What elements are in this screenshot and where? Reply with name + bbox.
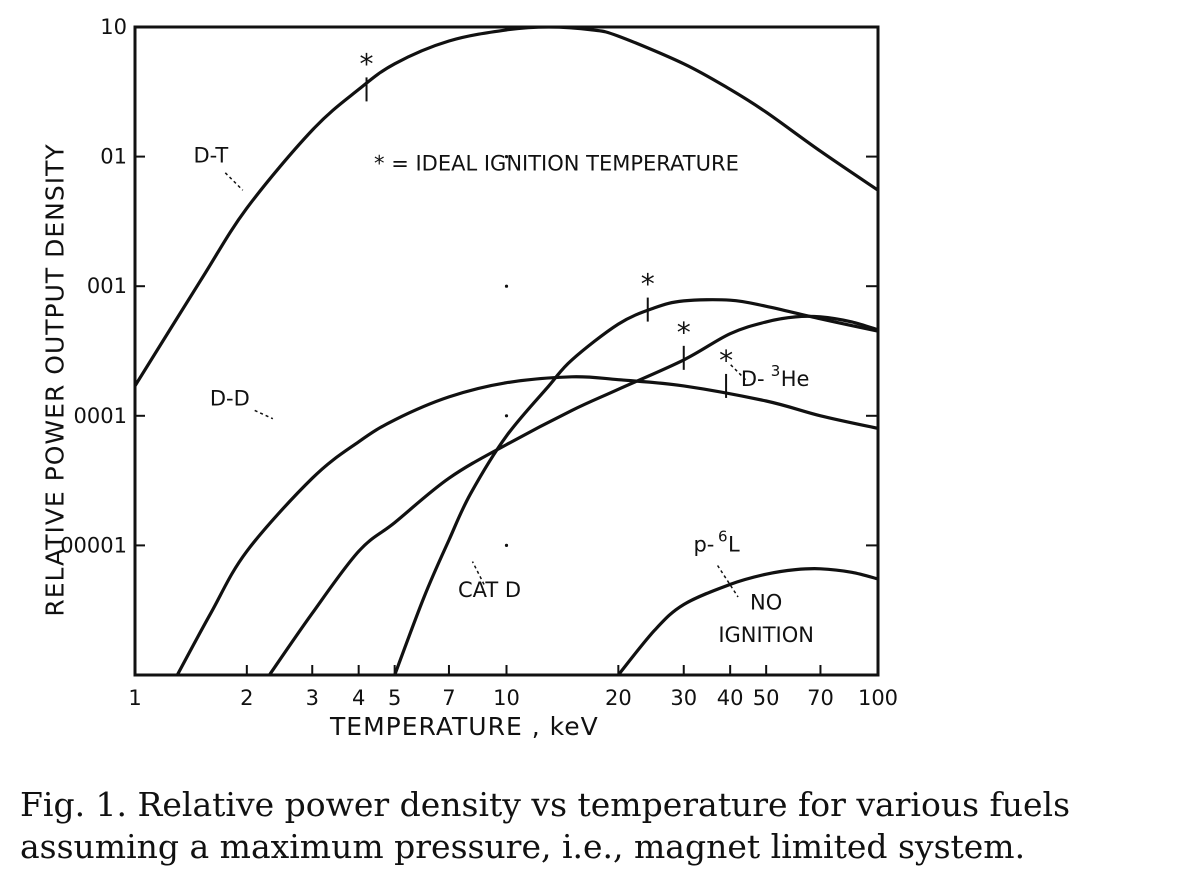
series-label: p- <box>693 532 714 556</box>
x-tick-label: 30 <box>670 686 697 710</box>
series-line-p-6li <box>617 567 878 675</box>
x-tick-label: 70 <box>807 686 834 710</box>
series-label: D- <box>741 367 765 391</box>
series-label: D-D <box>210 387 250 411</box>
label-he: He <box>781 367 810 391</box>
ignition-star: * <box>719 344 733 377</box>
series-label: D-T <box>194 144 229 168</box>
x-tick-label: 50 <box>753 686 780 710</box>
superscript-3: 3 <box>771 362 781 380</box>
series-line-d-t <box>135 27 878 387</box>
ignition-star: * <box>360 47 374 80</box>
caption-line-1: Fig. 1. Relative power density vs temper… <box>20 785 1071 824</box>
label-leader <box>729 363 747 381</box>
series-label: CAT D <box>458 578 521 602</box>
series-line-d-3he <box>268 314 878 675</box>
series-line-d-d <box>175 375 878 675</box>
y-tick-label: 00001 <box>60 533 127 557</box>
x-tick-label: 4 <box>352 686 365 710</box>
y-tick-label: 0001 <box>74 404 127 428</box>
label-leader <box>254 409 274 420</box>
ignition-star: * <box>677 316 691 349</box>
x-tick-label: 40 <box>717 686 744 710</box>
x-axis-label: TEMPERATURE , keV <box>330 712 599 741</box>
label-leader <box>716 565 739 598</box>
grid-dot <box>504 414 509 418</box>
series-line-cat-d <box>393 298 878 675</box>
grid-dot <box>504 543 509 548</box>
ignition-star: * <box>641 268 655 301</box>
y-tick-label: 01 <box>100 145 127 169</box>
x-tick-label: 3 <box>306 686 319 710</box>
series-label: IGNITION <box>718 623 814 647</box>
x-tick-label: 2 <box>240 686 253 710</box>
label-li: L <box>728 532 740 556</box>
ignition-legend: * = IDEAL IGNITION TEMPERATURE <box>374 152 739 176</box>
grid-dot <box>504 155 509 159</box>
superscript-6: 6 <box>718 527 728 545</box>
x-tick-label: 1 <box>128 686 141 710</box>
figure-caption: Fig. 1. Relative power density vs temper… <box>20 784 1070 868</box>
series-label: NO <box>750 591 782 615</box>
x-tick-label: 100 <box>858 686 898 710</box>
x-tick-label: 5 <box>388 686 401 710</box>
y-tick-label: 001 <box>87 274 127 298</box>
caption-line-2: assuming a maximum pressure, i.e., magne… <box>20 827 1026 866</box>
label-leader <box>471 561 485 585</box>
x-tick-label: 20 <box>605 686 632 710</box>
label-leader <box>224 172 244 191</box>
x-tick-label: 10 <box>493 686 520 710</box>
y-tick-label: 10 <box>100 15 127 39</box>
x-tick-label: 7 <box>442 686 455 710</box>
grid-dot <box>504 284 509 288</box>
